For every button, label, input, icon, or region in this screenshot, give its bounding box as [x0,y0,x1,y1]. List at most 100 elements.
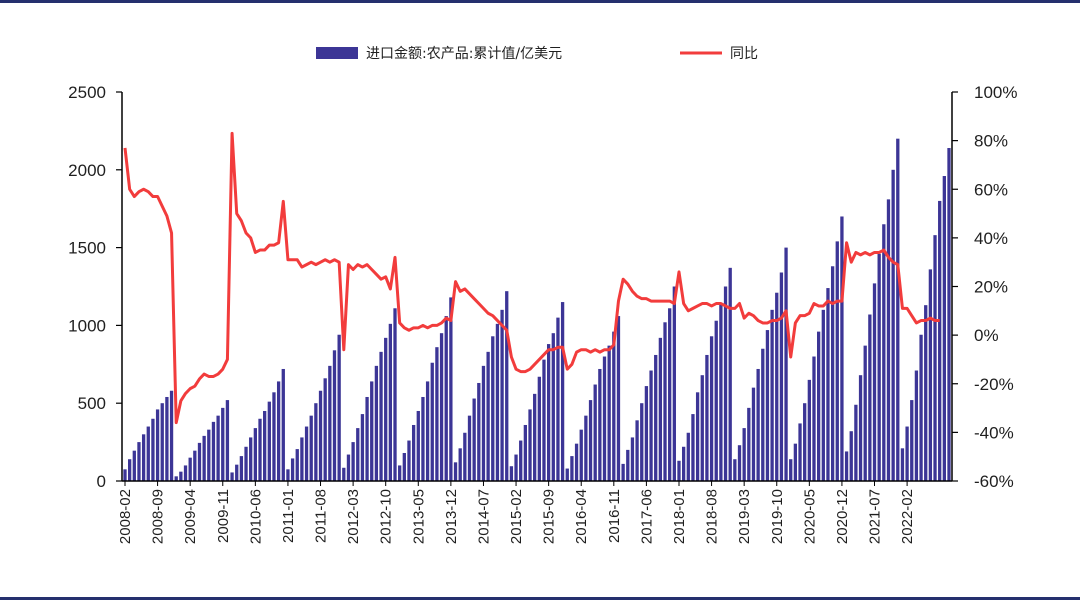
bar [141,434,146,481]
bar [654,354,658,481]
bar [272,392,276,481]
bar [882,224,886,481]
bar [360,414,365,481]
bar [155,409,160,481]
bar [346,454,351,481]
bar [304,426,309,481]
x-tick-label: 2018-01 [671,489,688,544]
bar [821,309,825,481]
left-tick-label: 0 [97,472,106,491]
bar [570,456,574,481]
legend-line-label: 同比 [730,46,758,62]
bar [621,463,625,481]
bar [584,415,588,481]
bar [514,454,518,481]
bar [695,392,700,481]
right-tick-label: -60% [974,472,1014,491]
bar [737,445,742,481]
bar [458,448,462,481]
bar [453,462,458,481]
bar [612,331,616,481]
bar [863,345,867,481]
x-tick-label: 2019-10 [769,489,786,544]
bar [630,437,635,481]
bar [817,331,821,481]
bar [770,309,774,481]
bar [235,464,239,481]
bar [700,375,704,481]
bar [402,452,406,481]
x-tick-label: 2020-12 [834,489,851,544]
bar [672,286,676,481]
legend: 进口金额:农产品:累计值/亿美元 同比 [316,46,758,62]
bar [751,387,756,481]
x-tick-label: 2012-03 [345,489,362,544]
bar [179,471,183,481]
bar [719,303,723,481]
x-tick-label: 2021-07 [867,489,884,544]
bar [914,370,919,481]
bar [263,410,267,481]
bar [365,396,369,481]
x-tick-label: 2015-09 [541,489,558,544]
bar [938,200,942,482]
bar [249,437,253,481]
bar [858,375,863,481]
bar [286,469,290,481]
bar [560,302,565,481]
bar [826,288,830,481]
bar [174,476,178,481]
bar [132,450,136,481]
x-tick-label: 2016-11 [606,489,623,543]
x-tick-label: 2013-05 [410,489,427,544]
bar [905,426,909,481]
bar [253,428,257,481]
bar [221,407,225,481]
bar [616,316,621,481]
bar [267,401,271,481]
bar [658,337,663,481]
x-tick-label: 2020-05 [801,489,818,544]
bar [868,314,872,481]
bar [407,440,411,481]
x-tick-label: 2019-03 [736,489,753,544]
bar [723,286,728,481]
bar [900,448,905,481]
bar [486,351,490,481]
bar [370,381,374,481]
bar [439,333,444,481]
bar [495,323,500,481]
bar [309,415,313,481]
bar [649,370,653,481]
bar [244,446,248,481]
bar-series [123,138,951,482]
bar [891,169,895,482]
right-tick-label: 60% [974,180,1008,199]
bar [588,400,593,481]
bottom-border-rule [0,597,1080,600]
bar [761,348,765,481]
bar [877,253,881,481]
x-tick-label: 2008-02 [117,489,134,544]
bar [146,426,150,481]
bar [202,435,206,481]
x-tick-label: 2022-02 [899,489,916,544]
bar [398,465,402,481]
bar [416,410,420,481]
bar [602,356,607,481]
legend-bar-swatch [316,47,358,59]
left-tick-label: 500 [78,394,106,413]
bar [635,420,639,481]
left-tick-label: 2500 [68,83,106,102]
bar [830,266,835,481]
x-tick-label: 2009-11 [215,489,232,543]
bar [430,362,434,481]
bar [137,442,141,481]
yoy-line [123,131,940,425]
bar [844,451,849,481]
bar [779,272,784,481]
bar [519,440,523,481]
bar [505,291,509,481]
bar [388,323,393,481]
x-tick-label: 2009-04 [182,489,199,544]
